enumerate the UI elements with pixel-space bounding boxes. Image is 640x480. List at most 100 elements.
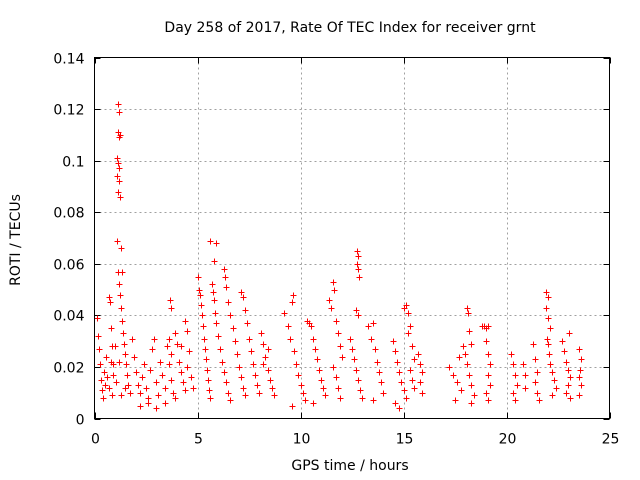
data-point [215, 333, 222, 340]
data-point [124, 372, 131, 379]
data-point [460, 343, 467, 350]
data-point [551, 377, 558, 384]
data-point [365, 323, 372, 330]
data-point [260, 341, 267, 348]
data-point [333, 318, 340, 325]
data-point [514, 382, 521, 389]
data-point [487, 361, 494, 368]
data-point [98, 377, 105, 384]
data-point [337, 343, 344, 350]
data-point [178, 369, 185, 376]
data-point [485, 372, 492, 379]
data-point [234, 351, 241, 358]
data-point [227, 397, 234, 404]
data-point [174, 341, 181, 348]
data-point [232, 338, 239, 345]
data-point [512, 397, 519, 404]
data-point [119, 318, 126, 325]
data-point [392, 348, 399, 355]
data-point [403, 395, 410, 402]
data-point [110, 361, 117, 368]
data-point [545, 341, 552, 348]
data-point [244, 320, 251, 327]
data-point [468, 341, 475, 348]
data-point [202, 346, 209, 353]
data-point [468, 400, 475, 407]
data-point [209, 281, 216, 288]
data-point [454, 379, 461, 386]
data-point [316, 367, 323, 374]
y-tick-label: 0.06 [53, 258, 84, 274]
y-tick-label: 0.08 [53, 206, 84, 222]
data-point [109, 343, 116, 350]
data-point [206, 387, 213, 394]
data-point [143, 385, 150, 392]
data-point [141, 361, 148, 368]
data-point [116, 109, 123, 116]
data-point [117, 292, 124, 299]
data-point [510, 361, 517, 368]
data-point [100, 395, 107, 402]
data-point [256, 390, 263, 397]
data-point [293, 361, 300, 368]
data-point [118, 305, 125, 312]
data-point [149, 346, 156, 353]
data-point [310, 400, 317, 407]
data-point [201, 336, 208, 343]
data-point [565, 382, 572, 389]
data-point [265, 346, 272, 353]
data-point [260, 361, 267, 368]
data-point [157, 359, 164, 366]
data-point [167, 297, 174, 304]
data-point [355, 266, 362, 273]
data-point [195, 274, 202, 281]
data-point [236, 364, 243, 371]
data-point [446, 364, 453, 371]
data-point [230, 325, 237, 332]
data-point [240, 385, 247, 392]
data-point [117, 132, 124, 139]
data-point [117, 194, 124, 201]
data-point [186, 348, 193, 355]
data-point [246, 336, 253, 343]
y-tick-label: 0.02 [53, 361, 84, 377]
data-point [125, 382, 132, 389]
data-point [115, 160, 122, 167]
data-point [544, 336, 551, 343]
data-point [102, 382, 109, 389]
y-tick-label: 0.1 [62, 155, 84, 171]
data-point [180, 379, 187, 386]
data-point [211, 258, 218, 265]
data-point [310, 336, 317, 343]
data-point [553, 385, 560, 392]
data-point [118, 392, 125, 399]
data-point [330, 364, 337, 371]
data-point [390, 338, 397, 345]
data-point [566, 330, 573, 337]
data-point [221, 266, 228, 273]
data-point [351, 356, 358, 363]
data-point [578, 356, 585, 363]
data-point [238, 374, 245, 381]
data-point [419, 390, 426, 397]
data-point [464, 361, 471, 368]
y-axis-ticks: 0 0.02 0.04 0.06 0.08 0.1 0.12 0.14 [53, 52, 610, 429]
data-point [153, 379, 160, 386]
data-point [331, 287, 338, 294]
data-point [289, 403, 296, 410]
data-point [211, 297, 218, 304]
data-point [172, 395, 179, 402]
data-point [561, 348, 568, 355]
data-point [289, 299, 296, 306]
y-axis-label: ROTI / TECUs [8, 194, 24, 286]
data-point [464, 305, 471, 312]
data-point [196, 287, 203, 294]
data-point [347, 336, 354, 343]
data-point [271, 392, 278, 399]
data-point [466, 372, 473, 379]
data-point [104, 374, 111, 381]
data-point [116, 165, 123, 172]
data-point [166, 361, 173, 368]
data-point [168, 377, 175, 384]
data-point [135, 382, 142, 389]
